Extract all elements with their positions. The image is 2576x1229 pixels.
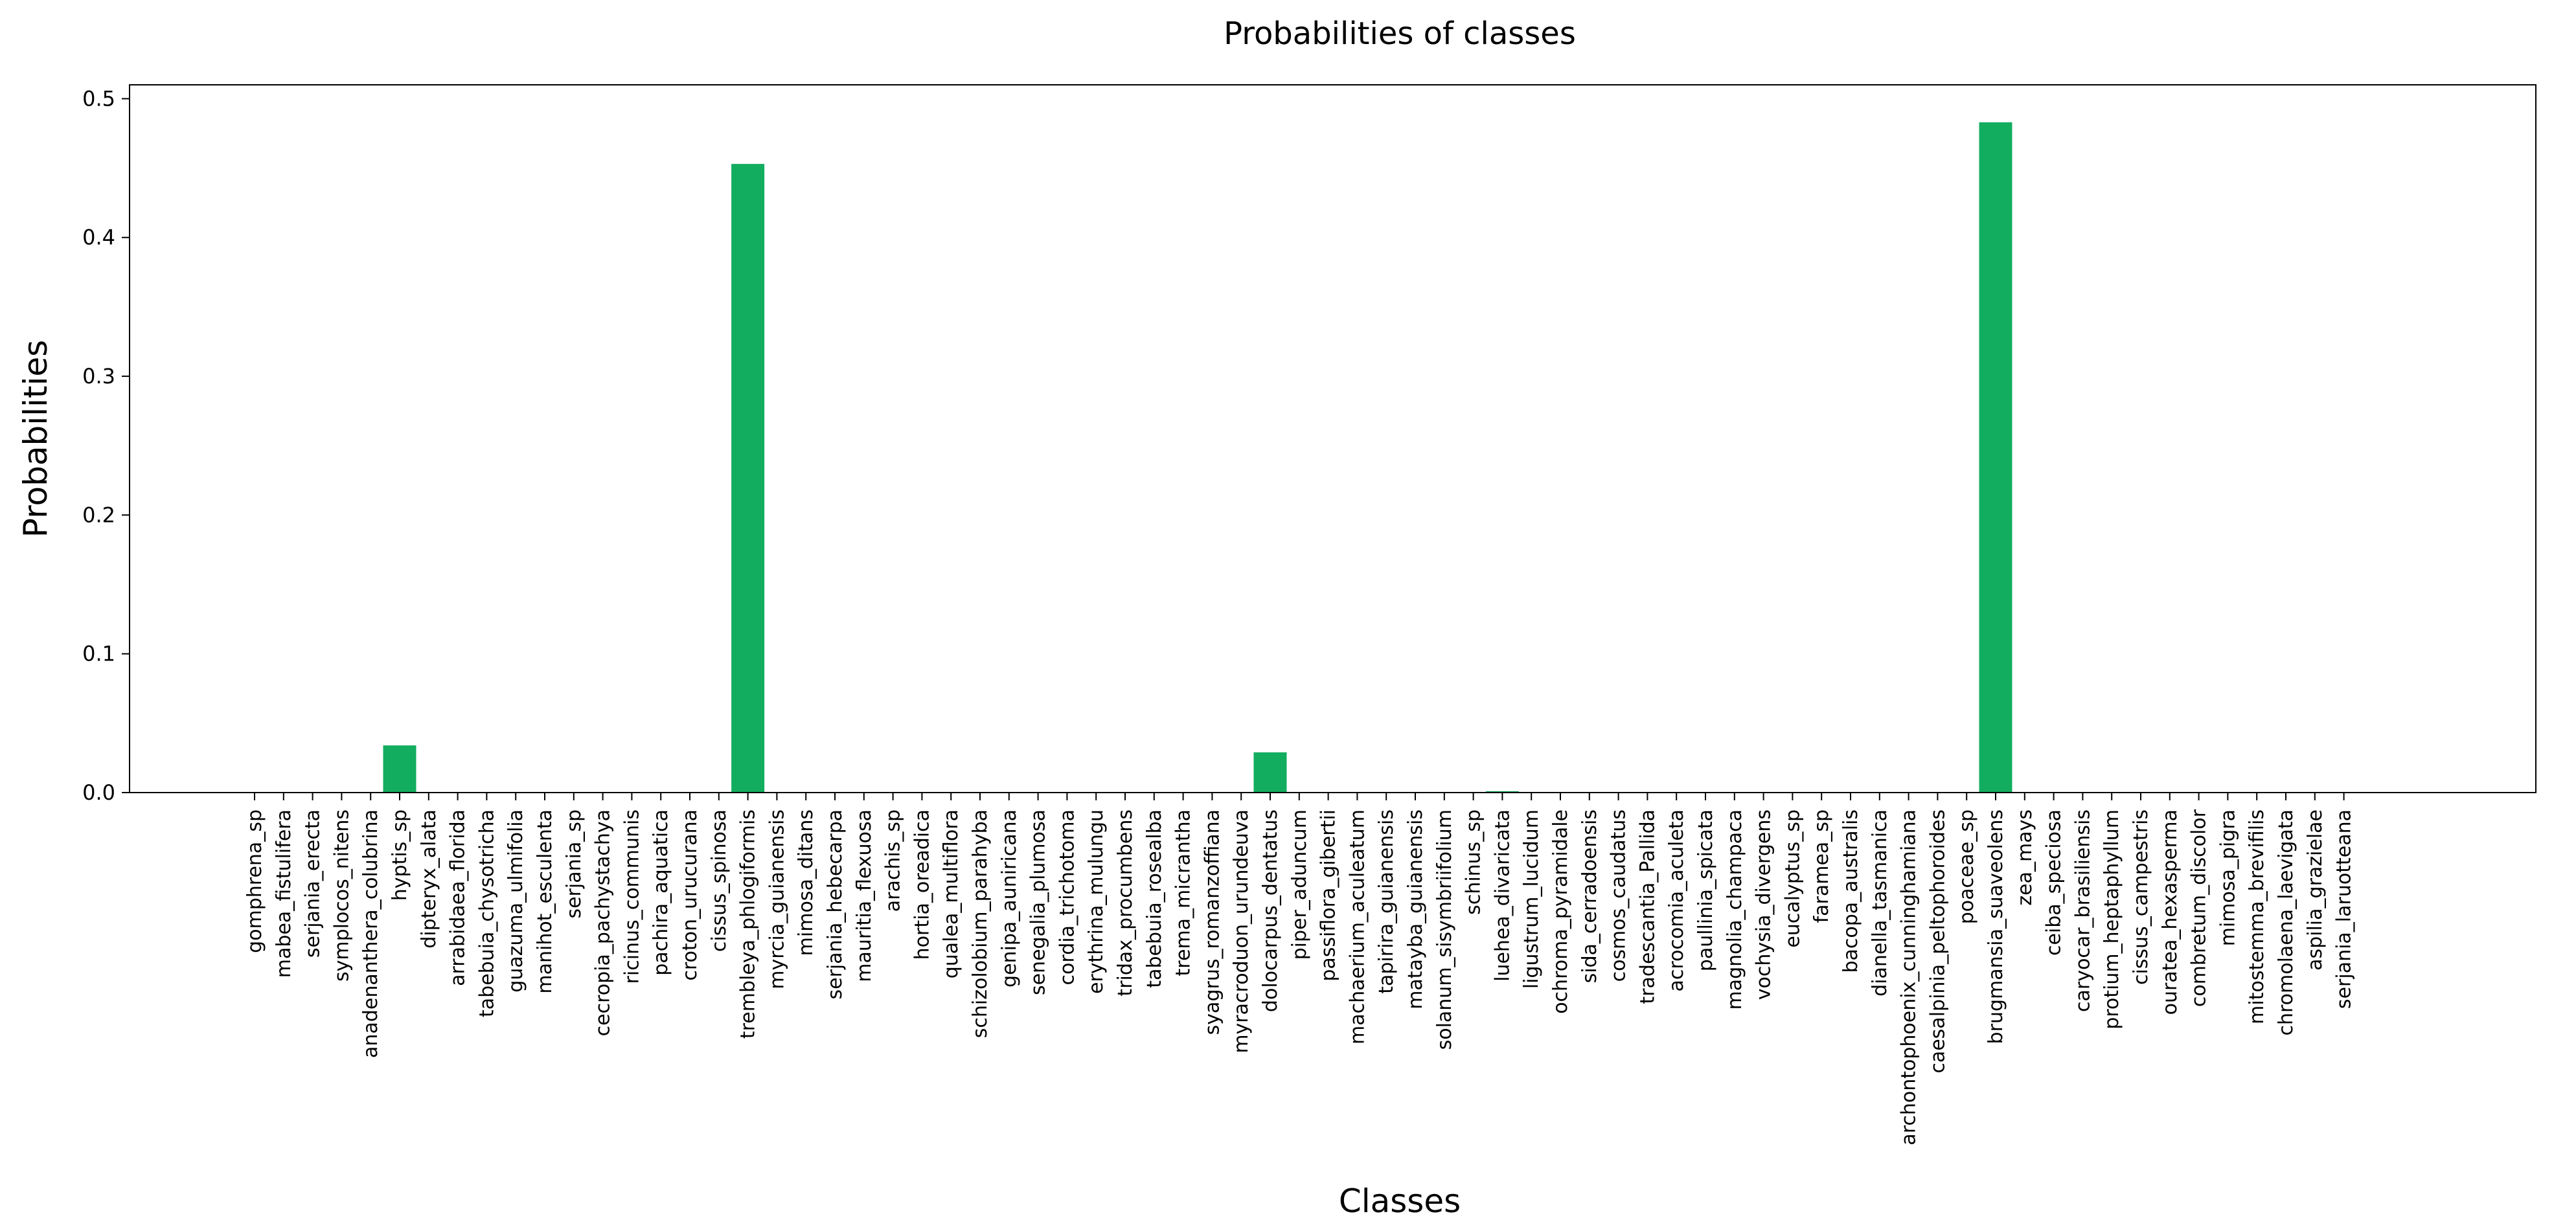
plot-frame bbox=[129, 84, 2536, 793]
x-tick-label: serjania_erecta bbox=[302, 809, 325, 958]
bar bbox=[383, 745, 416, 793]
y-tick-label: 0.3 bbox=[82, 364, 115, 389]
x-tick-label: acrocomia_aculeta bbox=[1665, 809, 1688, 992]
x-tick-label: serjania_laruotteana bbox=[2333, 809, 2356, 1009]
y-axis-label: Probabilities bbox=[17, 340, 54, 537]
x-tick-label: qualea_multiflora bbox=[940, 809, 963, 978]
y-tick-label: 0.5 bbox=[82, 86, 115, 111]
x-tick-label: caryocar_brasiliensis bbox=[2071, 809, 2094, 1012]
x-tick-label: ouratea_hexasperma bbox=[2159, 809, 2182, 1015]
x-tick-label: tapirira_guianensis bbox=[1375, 809, 1398, 994]
x-tick-label: senegalia_plumosa bbox=[1027, 809, 1050, 995]
x-tick-label: combretum_discolor bbox=[2188, 809, 2211, 1007]
x-tick-label: aspilia_grazielae bbox=[2304, 809, 2327, 971]
x-tick-label: ceiba_speciosa bbox=[2043, 809, 2066, 956]
x-tick-label: faramea_sp bbox=[1810, 809, 1833, 923]
x-tick-label: bacopa_australis bbox=[1840, 809, 1862, 973]
bar bbox=[731, 164, 765, 793]
x-tick-label: syagrus_romanzoffiana bbox=[1201, 809, 1224, 1035]
x-tick-label: dolocarpus_dentatus bbox=[1259, 809, 1282, 1012]
x-tick-label: ricinus_communis bbox=[621, 809, 643, 984]
x-tick-label: mitostemma_brevifilis bbox=[2246, 809, 2268, 1024]
bar bbox=[1253, 752, 1287, 793]
x-tick-label: manihot_esculenta bbox=[534, 809, 556, 994]
x-tick-label: protium_heptaphyllum bbox=[2101, 809, 2123, 1030]
x-tick-label: magnolia_champaca bbox=[1724, 809, 1746, 1010]
y-tick-label: 0.1 bbox=[82, 642, 115, 666]
x-tick-label: genipa_auniricana bbox=[998, 809, 1021, 987]
y-tick-label: 0.0 bbox=[82, 780, 115, 805]
x-tick-label: serjania_sp bbox=[563, 809, 586, 919]
x-tick-label: tabebuia_rosealba bbox=[1143, 809, 1166, 988]
x-tick-label: chromolaena_laevigata bbox=[2275, 809, 2297, 1036]
y-tick-label: 0.4 bbox=[82, 225, 115, 250]
x-tick-label: cissus_spinosa bbox=[708, 809, 731, 952]
x-tick-label: caesalpinia_peltophoroides bbox=[1926, 809, 1949, 1074]
y-tick-label: 0.2 bbox=[82, 502, 115, 527]
x-tick-label: tabebuia_chysotricha bbox=[475, 809, 498, 1017]
x-tick-label: hyptis_sp bbox=[389, 809, 411, 901]
x-tick-label: tradescantia_Pallida bbox=[1636, 809, 1659, 1004]
x-tick-label: dipteryx_alata bbox=[418, 809, 440, 949]
x-tick-label: ochroma_pyramidale bbox=[1549, 809, 1572, 1014]
chart-title: Probabilities of classes bbox=[1224, 16, 1576, 52]
x-tick-label: anadenanthera_colubrina bbox=[359, 809, 382, 1058]
x-tick-label: luehea_divaricata bbox=[1491, 809, 1514, 982]
x-tick-label: tridax_procumbens bbox=[1114, 809, 1137, 997]
x-tick-label: croton_urucurana bbox=[679, 809, 701, 981]
x-tick-label: pachira_aquatica bbox=[650, 809, 672, 976]
x-tick-label: arrabidaea_florida bbox=[447, 809, 470, 986]
x-tick-label: vochysia_divergens bbox=[1753, 809, 1775, 1000]
x-tick-label: symplocos_nitens bbox=[330, 809, 353, 982]
x-tick-label: hortia_oreadica bbox=[911, 809, 933, 960]
x-tick-label: serjania_hebecarpa bbox=[824, 809, 847, 999]
x-tick-label: arachis_sp bbox=[882, 809, 905, 912]
x-tick-label: erythrina_mulungu bbox=[1085, 809, 1108, 994]
x-tick-label: schizolobium_parahyba bbox=[969, 809, 992, 1038]
x-tick-label: schinus_sp bbox=[1463, 809, 1485, 915]
x-tick-label: trembleya_phlogiformis bbox=[737, 809, 760, 1039]
x-tick-label: archontophoenix_cunninghamiana bbox=[1898, 809, 1921, 1145]
x-tick-label: ligustrum_lucidum bbox=[1520, 809, 1543, 989]
x-tick-label: brugmansia_suaveolens bbox=[1985, 809, 2007, 1044]
x-tick-label: trema_micrantha bbox=[1172, 809, 1195, 976]
x-tick-label: dianella_tasmanica bbox=[1869, 809, 1891, 997]
x-tick-label: paullinia_spicata bbox=[1694, 809, 1717, 971]
x-tick-label: cordia_trichotoma bbox=[1056, 809, 1078, 985]
x-tick-label: piper_aduncum bbox=[1288, 809, 1311, 960]
x-tick-label: zea_mays bbox=[2014, 809, 2036, 906]
x-tick-label: gomphrena_sp bbox=[244, 809, 266, 953]
x-tick-label: solanum_sisymbriifolium bbox=[1433, 809, 1456, 1050]
x-tick-label: myrcia_guianensis bbox=[766, 809, 788, 989]
x-tick-label: passiflora_gibertii bbox=[1317, 809, 1340, 982]
x-tick-label: mauritia_flexuosa bbox=[853, 809, 876, 982]
x-tick-label: sida_cerradoensis bbox=[1579, 809, 1601, 983]
x-tick-label: cecropia_pachystachya bbox=[592, 809, 615, 1036]
x-tick-label: cissus_campestris bbox=[2130, 809, 2152, 985]
x-axis: gomphrena_sp mabea_fistulifera serjania_er… bbox=[244, 793, 2356, 1145]
x-tick-label: myracroduon_urundeuva bbox=[1230, 809, 1253, 1054]
x-tick-label: cosmos_caudatus bbox=[1608, 809, 1630, 982]
bar bbox=[1979, 122, 2012, 793]
x-tick-label: matayba_guianensis bbox=[1404, 809, 1427, 1009]
y-axis: 0.0 0.1 0.2 0.3 0.4 0.5 bbox=[82, 86, 130, 805]
x-tick-label: poaceae_sp bbox=[1955, 809, 1978, 924]
x-tick-label: machaerium_aculeatum bbox=[1346, 809, 1369, 1044]
bar bbox=[1485, 791, 1519, 793]
x-tick-label: mabea_fistulifera bbox=[273, 809, 295, 978]
x-tick-label: eucalyptus_sp bbox=[1781, 809, 1804, 948]
x-tick-label: guazuma_ulmifolia bbox=[505, 809, 527, 993]
x-tick-label: mimosa_ditans bbox=[795, 809, 817, 956]
x-tick-label: mimosa_pigra bbox=[2217, 809, 2239, 946]
x-axis-label: Classes bbox=[1339, 1182, 1461, 1220]
bars bbox=[383, 122, 2012, 793]
